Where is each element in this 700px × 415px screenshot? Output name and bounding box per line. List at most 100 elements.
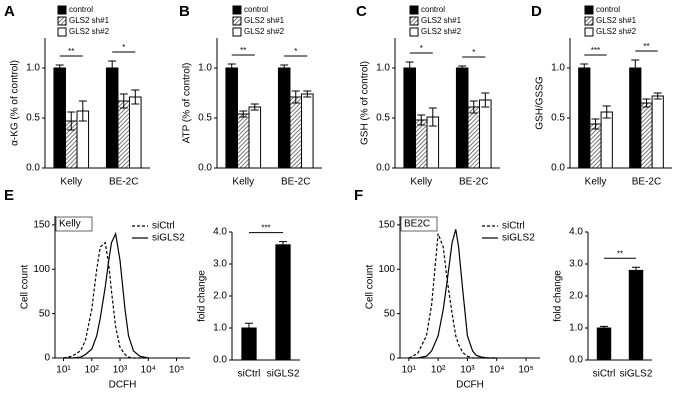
error-bar bbox=[591, 118, 600, 130]
bar bbox=[275, 244, 291, 361]
error-bar bbox=[131, 89, 140, 105]
legend-label: siGLS2 bbox=[152, 233, 185, 244]
legend-swatch bbox=[57, 27, 67, 37]
x-tick-label: Kelly bbox=[60, 177, 82, 188]
error-bar bbox=[67, 111, 76, 131]
x-tick-label: BE-2C bbox=[459, 177, 488, 188]
x-tick-label: BE-2C bbox=[281, 177, 310, 188]
x-tick-label: 10² bbox=[431, 365, 446, 376]
bar bbox=[277, 67, 291, 169]
legend-label: GLS2 sh#2 bbox=[596, 27, 637, 36]
x-tick-label: 10¹ bbox=[56, 365, 71, 376]
error-bar bbox=[602, 105, 611, 119]
error-bar bbox=[642, 98, 651, 108]
y-tick-label: 100 bbox=[33, 264, 50, 275]
x-tick-label: 10¹ bbox=[402, 365, 417, 376]
legend-label: GLS2 sh#2 bbox=[69, 27, 110, 36]
y-axis-label: GSH/GSSG bbox=[535, 76, 546, 130]
error-bar bbox=[405, 61, 414, 75]
y-tick-label: 1.0 bbox=[26, 63, 40, 74]
y-tick-label: 50 bbox=[39, 308, 51, 319]
panel-letter: A bbox=[4, 3, 15, 20]
inset-box bbox=[400, 216, 438, 232]
error-bar bbox=[279, 241, 287, 249]
y-axis-label: fold change bbox=[553, 270, 564, 322]
bar bbox=[403, 67, 416, 169]
panel-letter: E bbox=[4, 187, 14, 204]
significance-label: *** bbox=[591, 46, 600, 55]
legend-swatch bbox=[57, 16, 67, 26]
legend-swatch bbox=[57, 5, 67, 15]
histogram-curve bbox=[63, 231, 149, 359]
significance-label: ** bbox=[240, 46, 246, 55]
x-tick-label: siGLS2 bbox=[620, 369, 653, 380]
y-axis-label: α-KG (% of control) bbox=[10, 60, 21, 146]
error-bar bbox=[291, 90, 300, 104]
legend-label: GLS2 sh#1 bbox=[69, 16, 110, 25]
error-bar bbox=[78, 100, 87, 122]
bar bbox=[236, 113, 250, 169]
legend-swatch bbox=[232, 16, 242, 26]
y-tick-label: 0.0 bbox=[198, 163, 212, 174]
legend-label: GLS2 sh#2 bbox=[421, 27, 462, 36]
panel-letter: D bbox=[531, 3, 542, 20]
y-tick-label: 1.0 bbox=[569, 323, 583, 334]
x-axis-label: DCFH bbox=[109, 380, 137, 391]
bar bbox=[105, 67, 119, 169]
y-tick-label: 0.5 bbox=[26, 113, 40, 124]
x-tick-label: BE-2C bbox=[632, 177, 661, 188]
bar bbox=[225, 67, 238, 169]
legend-swatch bbox=[584, 27, 594, 37]
bar bbox=[414, 119, 428, 169]
error-bar bbox=[653, 92, 662, 100]
bar bbox=[596, 327, 612, 361]
error-bar bbox=[428, 107, 437, 127]
y-tick-label: 0.5 bbox=[376, 113, 390, 124]
y-tick-label: 0.0 bbox=[569, 355, 583, 366]
legend-swatch bbox=[232, 27, 242, 37]
error-bar bbox=[227, 63, 236, 73]
y-tick-label: 4.0 bbox=[569, 227, 583, 238]
inset-label: BE2C bbox=[404, 219, 430, 230]
bar bbox=[600, 111, 613, 169]
panel-letter: F bbox=[354, 187, 363, 204]
legend-label: siGLS2 bbox=[502, 233, 535, 244]
y-tick-label: 0.0 bbox=[213, 355, 227, 366]
y-axis-label: ATP (% of control) bbox=[182, 63, 193, 144]
histogram-curve bbox=[63, 241, 149, 359]
y-tick-label: 1.0 bbox=[213, 323, 227, 334]
legend-label: GLS2 sh#1 bbox=[244, 16, 285, 25]
y-tick-label: 1.0 bbox=[198, 63, 212, 74]
panel-letter: C bbox=[356, 3, 367, 20]
error-bar bbox=[108, 60, 117, 76]
y-tick-label: 100 bbox=[378, 264, 395, 275]
bar bbox=[628, 269, 644, 361]
y-tick-label: 3.0 bbox=[569, 259, 583, 270]
legend-label: control bbox=[421, 5, 445, 14]
legend-label: GLS2 sh#1 bbox=[596, 16, 637, 25]
y-tick-label: 1.0 bbox=[551, 63, 565, 74]
error-bar bbox=[600, 325, 608, 331]
error-bar bbox=[631, 59, 640, 77]
y-tick-label: 0.5 bbox=[551, 113, 565, 124]
y-axis-label: Cell count bbox=[365, 265, 376, 310]
legend-swatch bbox=[409, 5, 419, 15]
y-tick-label: 0.5 bbox=[198, 113, 212, 124]
bar bbox=[640, 102, 653, 169]
significance-label: *** bbox=[261, 224, 270, 233]
legend-label: GLS2 sh#2 bbox=[244, 27, 285, 36]
y-tick-label: 0 bbox=[44, 353, 50, 364]
error-bar bbox=[250, 103, 259, 111]
bar bbox=[301, 93, 314, 169]
bar bbox=[479, 99, 492, 169]
error-bar bbox=[580, 63, 589, 73]
y-tick-label: 0.0 bbox=[551, 163, 565, 174]
significance-label: ** bbox=[68, 47, 74, 56]
legend-swatch bbox=[584, 5, 594, 15]
x-tick-label: siGLS2 bbox=[267, 369, 300, 380]
legend-swatch bbox=[584, 16, 594, 26]
significance-label: * bbox=[420, 44, 423, 53]
bar bbox=[53, 67, 66, 169]
histogram-curve bbox=[408, 229, 497, 359]
significance-label: * bbox=[294, 47, 297, 56]
